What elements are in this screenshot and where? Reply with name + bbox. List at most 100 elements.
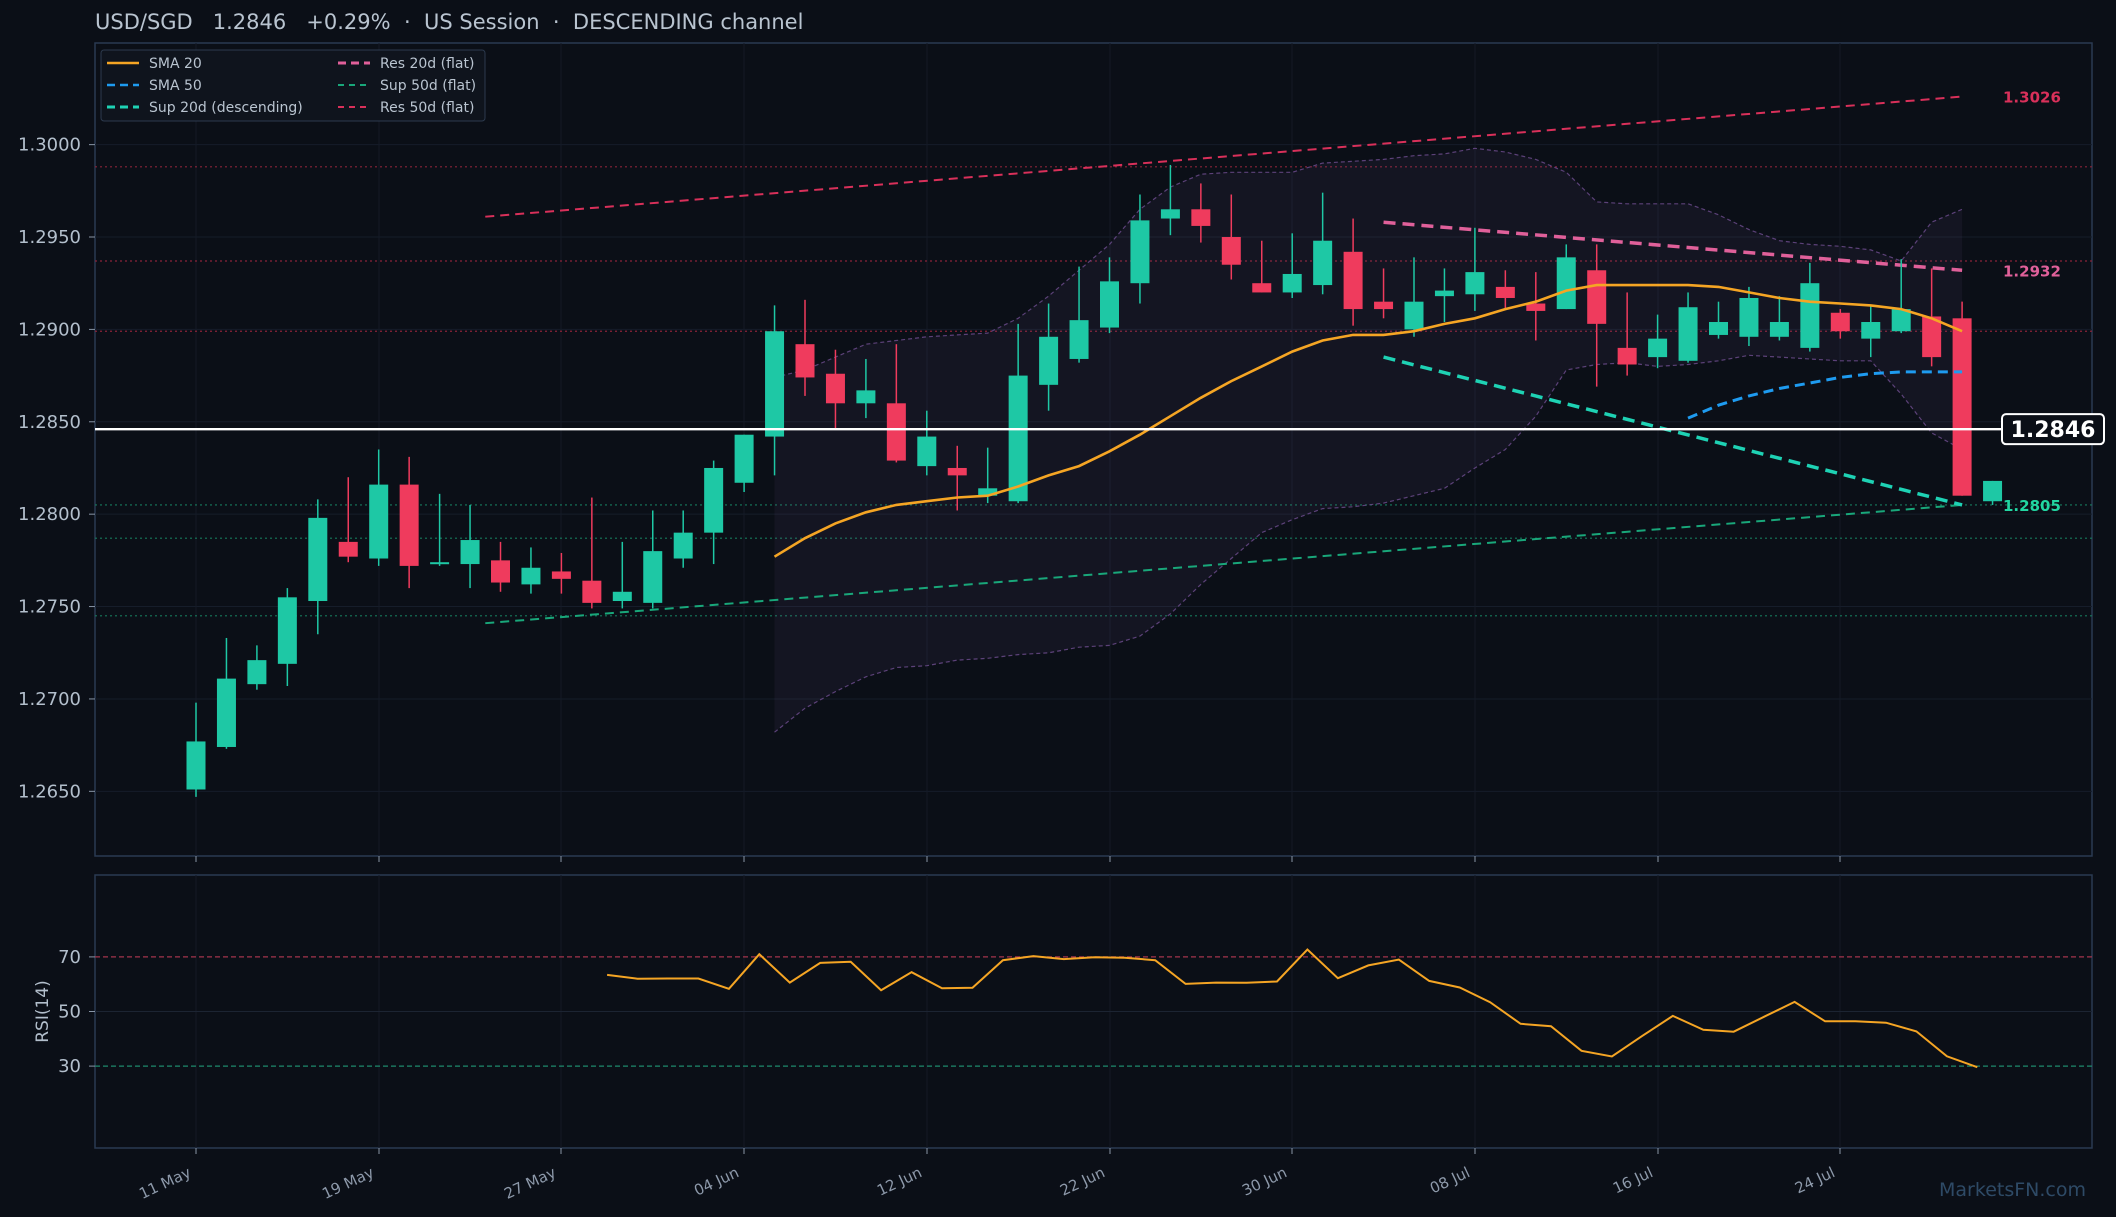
candle-body xyxy=(704,467,724,533)
rsi-axis-label: RSI(14) xyxy=(33,980,53,1043)
session-label: US Session xyxy=(424,10,540,34)
candle-body xyxy=(1556,257,1576,310)
candle-body xyxy=(1495,286,1515,298)
x-tick-label: 12 Jun xyxy=(874,1163,924,1199)
candle-body xyxy=(491,560,510,583)
candle-body xyxy=(1922,316,1942,358)
candle-body xyxy=(643,551,663,603)
candle-body xyxy=(825,373,845,404)
legend-label: Res 50d (flat) xyxy=(380,100,474,116)
candle-body xyxy=(856,390,876,404)
candle-body xyxy=(1617,347,1637,365)
candle-body xyxy=(277,597,297,664)
legend-label: Sup 50d (flat) xyxy=(380,78,476,94)
candle-body xyxy=(1709,322,1728,335)
candle-body xyxy=(917,436,937,467)
candle-body xyxy=(947,467,967,476)
current-price-box xyxy=(2001,413,2105,446)
sma20-line xyxy=(773,283,1963,558)
candle-body xyxy=(582,580,602,603)
legend: SMA 20 SMA 50 Sup 20d (descending) Res 20d … xyxy=(100,49,486,122)
x-tick-label: 11 May xyxy=(136,1163,193,1203)
candle-body xyxy=(1374,301,1394,310)
res20-trendline xyxy=(1383,220,1963,273)
price-tick-label: 1.2700 xyxy=(18,689,81,710)
candle-body xyxy=(1039,336,1059,385)
candle-body xyxy=(247,660,267,685)
candle-body xyxy=(1221,237,1241,265)
candle-body xyxy=(1891,309,1911,332)
candle-body xyxy=(521,567,541,585)
legend-box xyxy=(100,49,486,122)
x-tick-label: 30 Jun xyxy=(1239,1163,1289,1199)
separator: · xyxy=(552,10,560,34)
candle-body xyxy=(308,517,328,602)
rsi-tick-label: 50 xyxy=(58,1002,81,1023)
price-tick-label: 1.2900 xyxy=(18,319,81,340)
bollinger-upper xyxy=(774,147,1963,378)
bollinger-fill xyxy=(774,148,1963,733)
price-tick-label: 1.3000 xyxy=(18,135,81,156)
sup50-trendline xyxy=(485,503,1963,625)
rsi-tick-label: 30 xyxy=(58,1056,81,1077)
current-price-label: 1.2846 xyxy=(2011,418,2096,443)
bollinger-lower xyxy=(774,354,1963,733)
legend-label: SMA 20 xyxy=(149,56,202,72)
candle-body xyxy=(216,678,236,747)
candle-body xyxy=(978,488,998,496)
res50-trendline xyxy=(485,95,1963,218)
candle-body xyxy=(734,434,754,483)
candle-body xyxy=(1434,290,1454,297)
candle-body xyxy=(1069,320,1089,359)
price-tick-label: 1.2950 xyxy=(18,227,81,248)
candle-body xyxy=(612,591,632,602)
candle-body xyxy=(338,541,358,557)
candle-body xyxy=(1130,220,1150,284)
price-panel: 1.2650 1.2700 1.2750 1.2800 1.2850 1.2900 1.29… xyxy=(18,42,2105,857)
x-tick-label: 08 Jul xyxy=(1427,1163,1473,1197)
sup20-level-label: 1.2805 xyxy=(2003,497,2061,515)
legend-label: Res 20d (flat) xyxy=(380,56,474,72)
candle-body xyxy=(673,532,693,559)
candle-body xyxy=(1678,307,1698,361)
candle-body xyxy=(1313,240,1333,286)
legend-label: Sup 20d (descending) xyxy=(149,100,303,116)
candle-body xyxy=(551,571,571,579)
x-tick-label: 22 Jun xyxy=(1057,1163,1107,1199)
res20-level-label: 1.2932 xyxy=(2003,262,2061,280)
candle-body xyxy=(1343,251,1363,310)
candle-body xyxy=(1008,375,1028,502)
candle-body xyxy=(1404,301,1424,330)
candle-body xyxy=(1983,480,2003,502)
candle-body xyxy=(1252,283,1272,293)
legend-label: SMA 50 xyxy=(149,78,202,94)
sma50-line xyxy=(1687,370,1963,420)
change-label: +0.29% xyxy=(306,10,391,34)
x-tick-label: 04 Jun xyxy=(691,1163,741,1199)
candle-body xyxy=(1648,338,1668,358)
candle-body xyxy=(1952,318,1972,496)
candle-body xyxy=(1830,312,1850,332)
x-tick-label: 24 Jul xyxy=(1792,1163,1838,1197)
candle-body xyxy=(1861,322,1881,339)
x-tick-label: 27 May xyxy=(501,1163,558,1203)
price-tick-label: 1.2650 xyxy=(18,781,81,802)
candle-body xyxy=(1100,281,1119,328)
channel-label: DESCENDING channel xyxy=(572,10,804,34)
candle-body xyxy=(1587,270,1607,324)
candle-body xyxy=(399,484,419,566)
chart-header: USD/SGD 1.2846 +0.29% · US Session · DES… xyxy=(95,10,803,34)
symbol-label: USD/SGD xyxy=(95,10,193,34)
candle-body xyxy=(1282,273,1302,293)
x-tick-label: 16 Jul xyxy=(1610,1163,1656,1197)
candle-body xyxy=(1739,297,1759,337)
candle-body xyxy=(1160,209,1180,219)
candle-body xyxy=(1526,303,1546,311)
candle-body xyxy=(1769,322,1789,337)
candle-body xyxy=(765,331,785,437)
res50-level-label: 1.3026 xyxy=(2003,89,2061,107)
sup20-trendline xyxy=(1383,355,1963,507)
price-tick-label: 1.2800 xyxy=(18,504,81,525)
